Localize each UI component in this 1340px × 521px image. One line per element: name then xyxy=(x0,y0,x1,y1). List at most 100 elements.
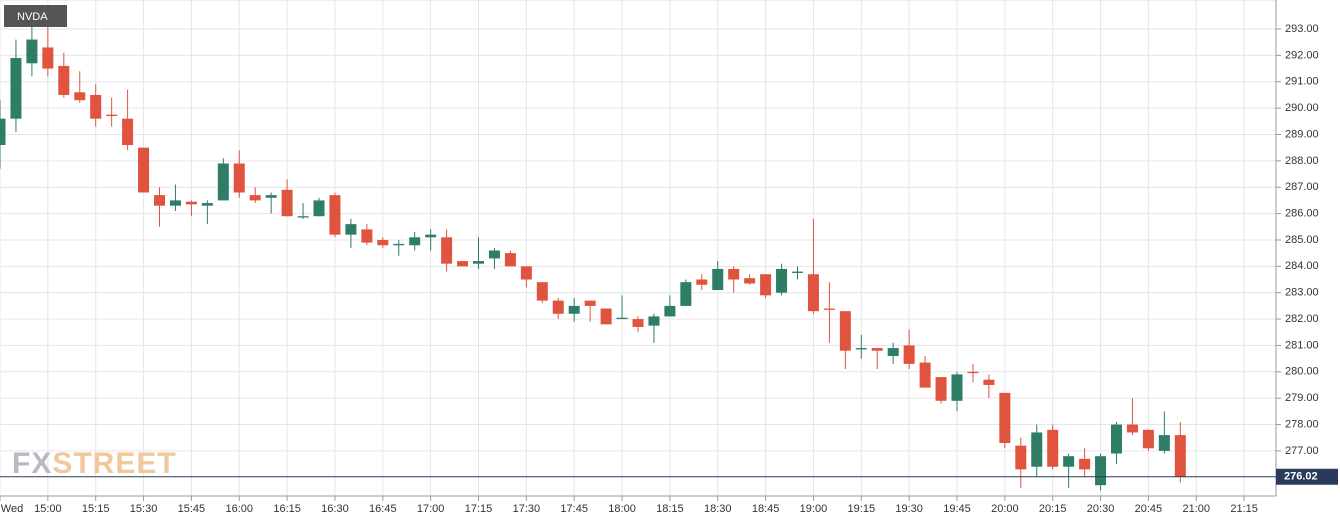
y-tick-label: 282.00 xyxy=(1285,313,1319,325)
candle-body xyxy=(1031,432,1043,467)
candle-body xyxy=(249,195,261,201)
y-tick-label: 283.00 xyxy=(1285,287,1319,299)
candle-body xyxy=(154,195,165,206)
plot-area xyxy=(0,0,1277,497)
y-tick-label: 280.00 xyxy=(1285,366,1319,378)
candle-body xyxy=(792,271,803,273)
candle-body xyxy=(169,200,181,206)
candle-body xyxy=(760,274,772,296)
candle-body xyxy=(839,311,851,351)
candle-body xyxy=(999,392,1011,443)
candle-body xyxy=(473,261,484,264)
x-tick-label: 21:15 xyxy=(1230,503,1258,515)
candle-body xyxy=(903,345,915,364)
candle-body xyxy=(983,379,995,385)
candle-body xyxy=(807,274,819,312)
candle-body xyxy=(744,278,756,284)
x-tick-label: Wed xyxy=(1,503,23,515)
candle-body xyxy=(951,374,963,401)
candle-body xyxy=(281,189,293,217)
candle-body xyxy=(201,203,213,206)
x-tick-label: 18:00 xyxy=(608,503,636,515)
x-tick-label: 16:00 xyxy=(225,503,253,515)
candle-body xyxy=(106,114,118,117)
x-tick-label: 16:15 xyxy=(273,503,301,515)
candle-body xyxy=(600,308,612,325)
x-tick-label: 20:00 xyxy=(991,503,1019,515)
candle-body xyxy=(648,316,660,326)
candle-body xyxy=(393,243,405,246)
candle-body xyxy=(441,237,453,264)
y-tick-label: 293.00 xyxy=(1285,23,1319,35)
y-tick-label: 289.00 xyxy=(1285,128,1319,140)
x-tick-label: 20:45 xyxy=(1135,503,1163,515)
candle-body xyxy=(871,348,883,351)
candle-body xyxy=(313,200,325,217)
x-tick-label: 17:00 xyxy=(417,503,445,515)
candle-body xyxy=(26,39,38,64)
y-tick-label: 278.00 xyxy=(1285,418,1319,430)
candle-body xyxy=(10,58,22,119)
x-tick-label: 21:00 xyxy=(1182,503,1210,515)
candle-body xyxy=(664,305,676,317)
candle-body xyxy=(488,250,500,259)
last-price-box xyxy=(1276,468,1338,485)
candle-body xyxy=(409,237,421,246)
candle-body xyxy=(696,279,708,285)
candle-body xyxy=(1126,424,1138,433)
candle-body xyxy=(712,268,724,291)
y-tick-label: 292.00 xyxy=(1285,49,1319,61)
candle-body xyxy=(138,147,150,193)
x-tick-label: 15:00 xyxy=(34,503,62,515)
watermark-fx: FX xyxy=(12,447,52,480)
x-tick-label: 15:30 xyxy=(130,503,158,515)
candle-body xyxy=(520,266,532,280)
candle-body xyxy=(935,377,947,401)
candle-body xyxy=(42,47,54,69)
candle-body xyxy=(1142,429,1154,449)
candle-body xyxy=(855,348,867,350)
x-tick-label: 17:45 xyxy=(560,503,588,515)
y-tick-label: 287.00 xyxy=(1285,181,1319,193)
x-tick-label: 18:15 xyxy=(656,503,684,515)
candle-body xyxy=(536,282,548,301)
y-tick-label: 288.00 xyxy=(1285,155,1319,167)
y-tick-label: 285.00 xyxy=(1285,234,1319,246)
symbol-box xyxy=(4,5,67,27)
candle-body xyxy=(58,65,70,95)
candle-body xyxy=(0,118,6,146)
x-tick-label: 15:15 xyxy=(82,503,110,515)
candle-body xyxy=(425,234,437,238)
candle-body xyxy=(233,163,245,193)
x-tick-label: 18:30 xyxy=(704,503,732,515)
candle-body xyxy=(361,229,373,243)
candle-body xyxy=(680,282,692,306)
candle-body xyxy=(90,94,102,119)
x-tick-label: 19:45 xyxy=(943,503,971,515)
candle-body xyxy=(1158,435,1170,451)
candle-body xyxy=(504,253,516,267)
candle-body xyxy=(616,317,628,320)
candles xyxy=(0,23,1186,491)
x-tick-label: 20:15 xyxy=(1039,503,1067,515)
x-tick-label: 17:30 xyxy=(513,503,541,515)
candle-body xyxy=(632,319,644,327)
x-tick-label: 18:45 xyxy=(752,503,780,515)
candle-body xyxy=(185,201,197,205)
candle-body xyxy=(823,308,835,310)
candle-body xyxy=(74,92,86,101)
x-tick-label: 19:30 xyxy=(895,503,923,515)
candle-body xyxy=(584,300,596,306)
candle-body xyxy=(568,305,580,314)
x-tick-label: 15:45 xyxy=(178,503,206,515)
x-tick-label: 20:30 xyxy=(1087,503,1115,515)
y-tick-label: 291.00 xyxy=(1285,76,1319,88)
y-tick-label: 279.00 xyxy=(1285,392,1319,404)
candle-body xyxy=(1111,424,1122,454)
candle-body xyxy=(1095,456,1107,486)
candle-body xyxy=(1015,445,1027,470)
candle-body xyxy=(776,268,788,293)
symbol-label: NVDA xyxy=(17,11,48,23)
candle-body xyxy=(329,195,341,235)
